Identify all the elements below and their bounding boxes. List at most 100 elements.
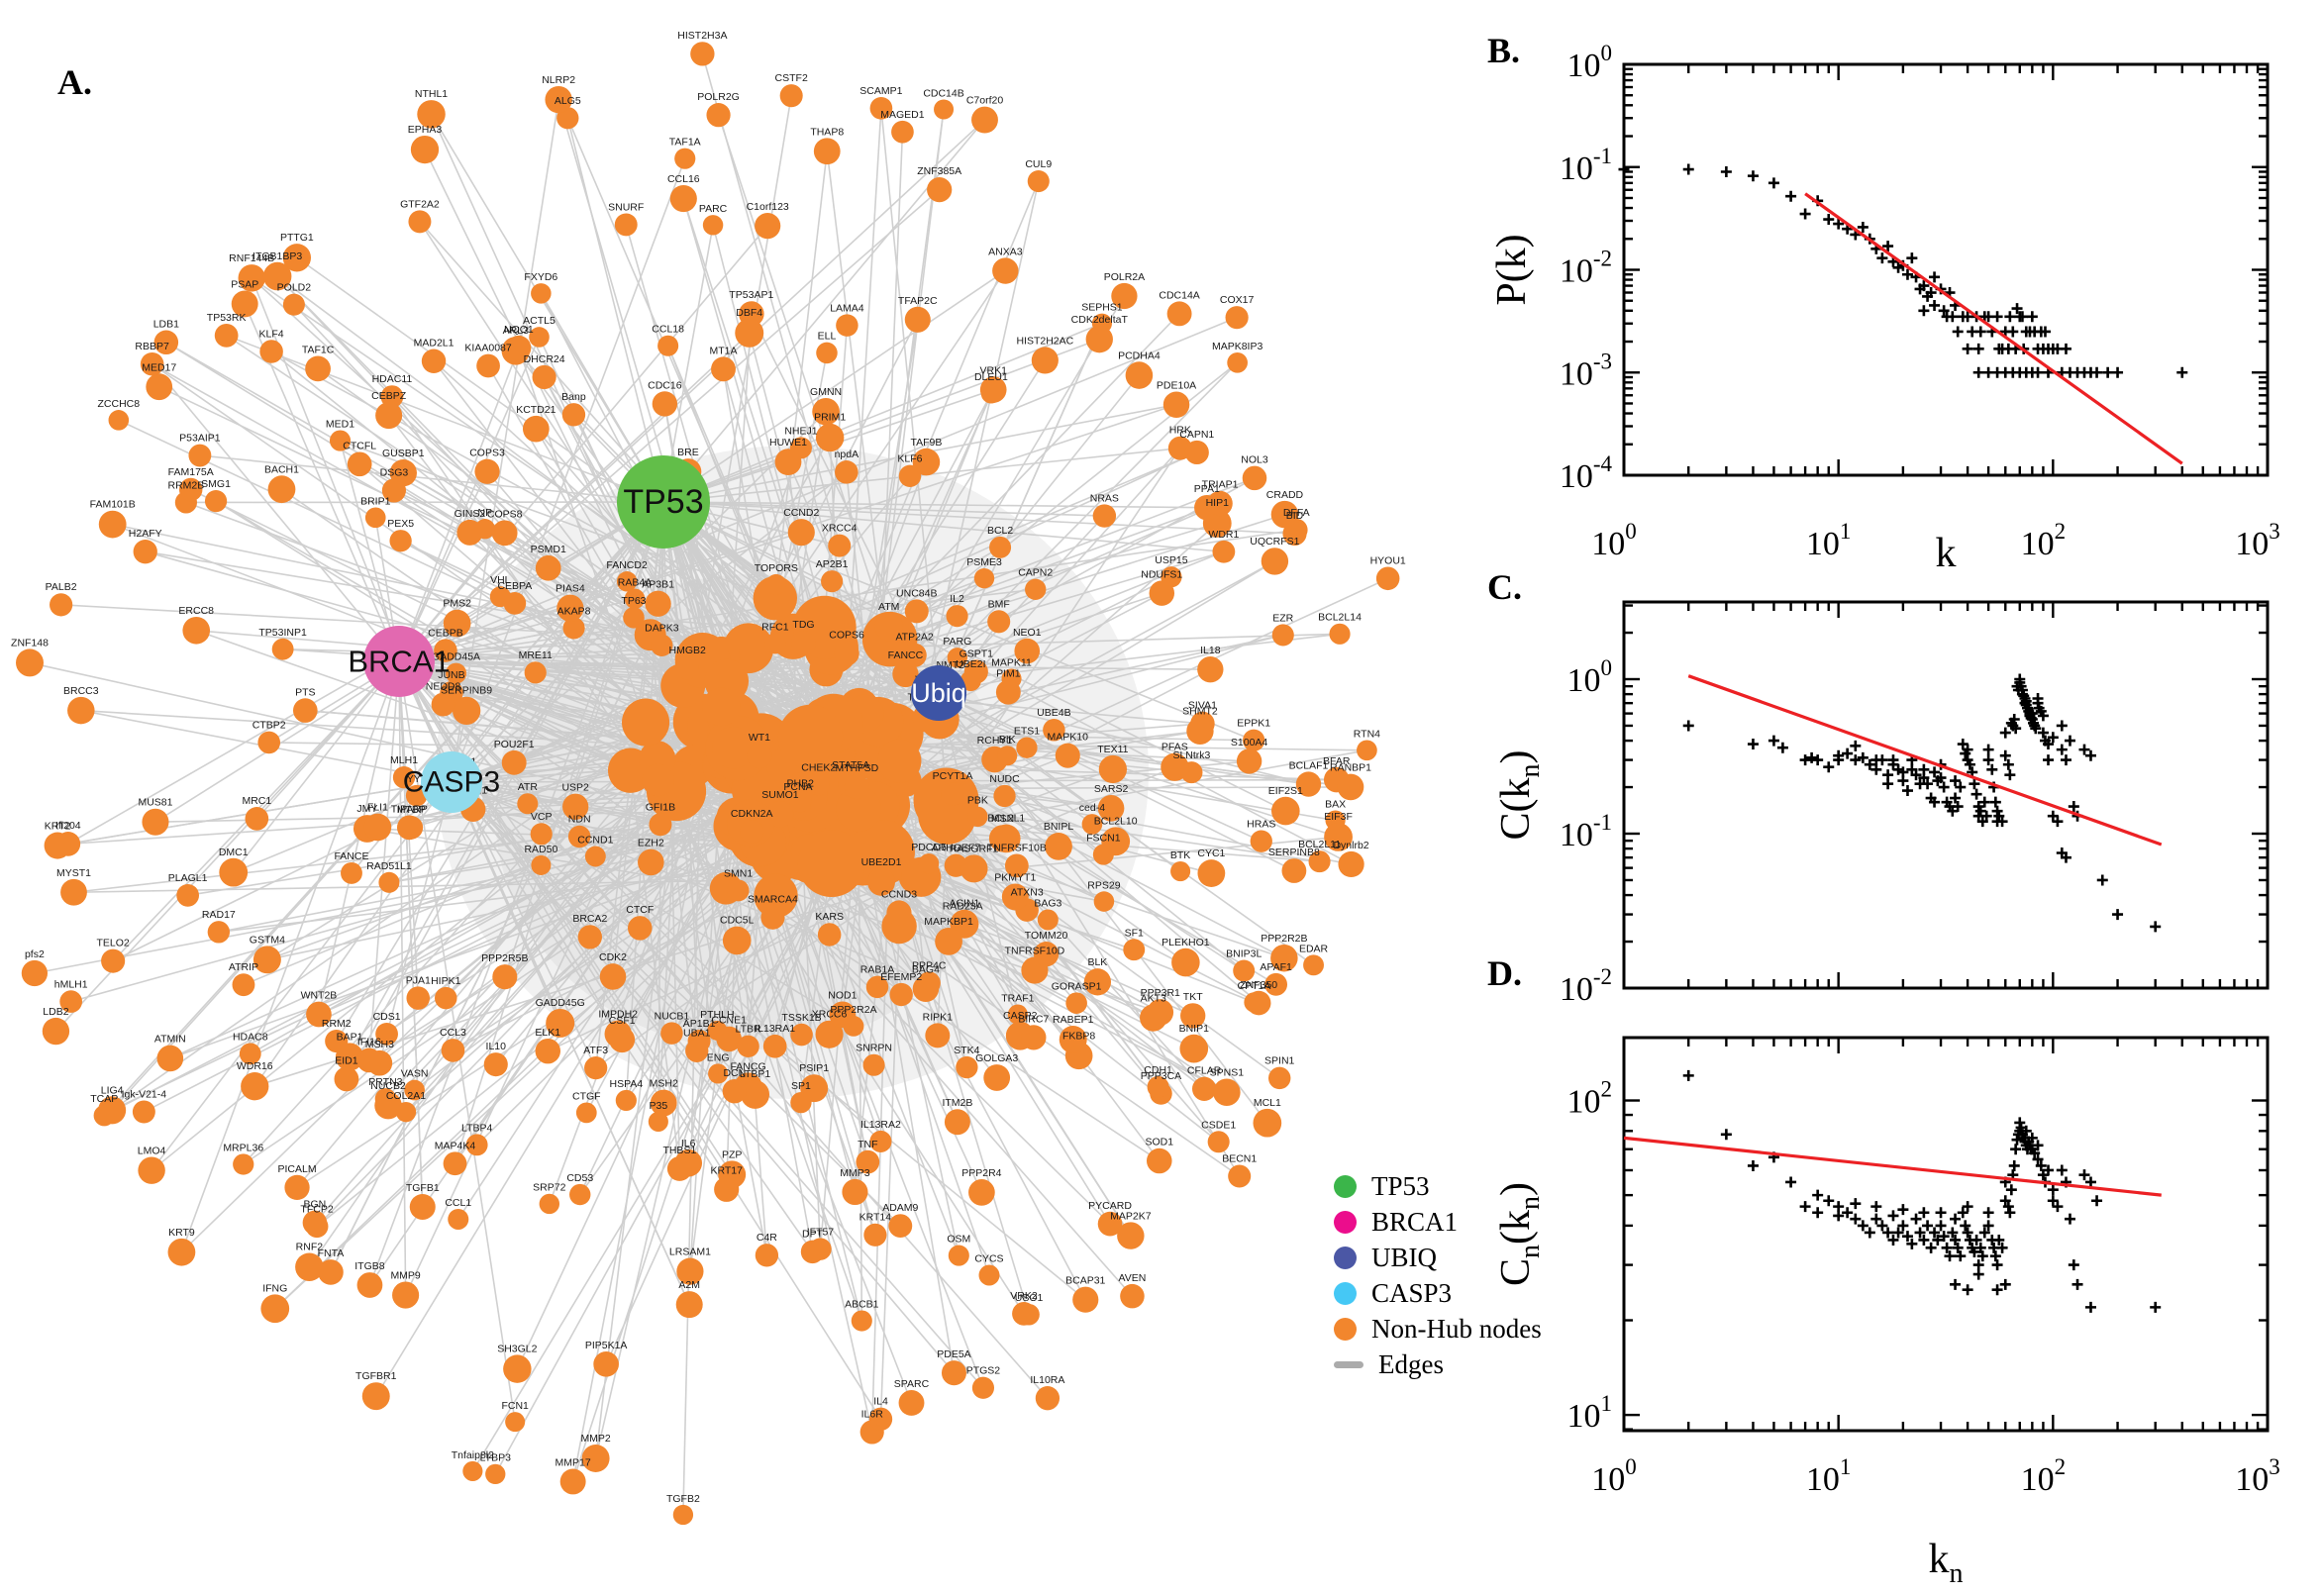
gene-label: HIPK1 [431,975,461,987]
gene-label: UNC84B [896,587,937,599]
gene-label: CDC14B [923,88,963,100]
network-node [1212,540,1236,563]
gene-label: GADD45G [536,997,585,1009]
network-node [912,448,941,476]
gene-label: ARL3 [503,325,529,337]
gene-label: GFI1B [646,801,675,813]
network-node [599,963,627,990]
network-node [967,806,988,828]
gene-label: PPP2R5B [481,952,528,964]
gene-label: AP3B1 [642,579,674,591]
gene-label: DFFA [1283,507,1310,519]
gene-label: PZP [722,1148,742,1160]
network-node [869,1130,892,1153]
network-node [1149,580,1175,606]
gene-label: TFAP2C [898,295,938,307]
gene-label: MUS81 [138,797,172,809]
gene-label: PSMD1 [531,544,566,555]
network-node [971,1376,995,1399]
network-node [615,1089,637,1112]
axis-ticks [1622,602,2270,990]
network-node [404,1079,425,1101]
network-node [944,1109,970,1136]
network-node [532,364,556,390]
gene-label: TP53RK [207,312,247,324]
gene-label: CDK2deltaT [1071,314,1129,326]
gene-label: PDE10A [1157,379,1196,391]
gene-label: IL10 [486,1041,507,1052]
gene-label: TELO2 [97,938,130,949]
gene-label: BCAP31 [1065,1275,1105,1287]
network-node [1246,990,1271,1016]
gene-label: JUNB [438,669,464,681]
gene-label: HDAC11 [372,373,413,385]
network-node [1059,1026,1087,1054]
gene-label: CAPN2 [1018,567,1053,579]
gene-label: ACTL5 [523,315,556,327]
gene-label: KIAA0087 [464,343,511,354]
gene-label: EZR [1272,612,1293,624]
network-node [284,1174,310,1201]
gene-label: KRT14 [859,1212,892,1224]
network-node [44,832,71,859]
gene-label: MRC1 [242,795,271,807]
gene-label: CYCS [974,1253,1003,1265]
gene-label: VHL [490,574,511,586]
gene-label: ABCB1 [845,1298,879,1310]
gene-label: EIF2S1 [1268,785,1303,797]
gene-label: XRCC6 [812,1009,848,1021]
gene-label: RRM2 [322,1018,352,1030]
network-node [1267,1066,1291,1090]
gene-label: DAPK3 [645,623,679,635]
gene-label: BCL2L11 [1298,839,1341,850]
gene-label: TP53AP1 [729,289,773,301]
gene-label: KLF6 [897,453,922,465]
gene-label: LAMA4 [830,302,864,314]
network-node [1037,909,1059,931]
tick-label: 102 [2021,519,2067,562]
network-node [918,852,940,874]
gene-label: CDC14A [1159,289,1199,301]
gene-label: BNIP3L [1226,948,1262,960]
network-node [392,765,416,789]
network-node [1253,1108,1282,1138]
gene-label: PHB2 [787,778,815,790]
network-node [774,449,802,476]
neighborhood-connectivity-chart: 100 101 102 103 102 101 kn Cn(kn) [1493,1036,2280,1589]
gene-label: TEX11 [1097,744,1128,755]
network-node [660,1022,683,1045]
network-node [614,213,638,237]
gene-label: PICALM [277,1163,316,1175]
gene-label: IL10RA [1030,1374,1064,1386]
gene-label: HIST2H2AC [1016,335,1073,347]
network-node [167,1238,196,1266]
network-node [856,1149,880,1174]
network-node [927,177,953,203]
gene-label: BCL2 [987,525,1013,537]
network-node [741,1079,770,1109]
network-node [356,1272,383,1298]
network-node [356,1047,382,1073]
gene-label: SF1 [1125,927,1144,939]
network-node [829,1001,857,1029]
network-node [765,573,787,595]
gene-label: TOPORS [755,562,798,574]
network-node [1083,968,1112,996]
network-node [675,655,699,680]
gene-label: EFEMP2 [880,971,922,983]
network-node [531,854,552,875]
gene-label: ITM2B [942,1097,972,1109]
network-node [813,138,841,165]
network-node [561,403,586,427]
gene-label: RAD17 [202,909,236,921]
gene-label: RAB1A [860,964,894,976]
network-node [1093,891,1115,912]
gene-label: MSH2 [650,1078,678,1090]
network-node-labels: ARL3 Banp TAF9B npdA ALG5 TP53AP1 RNF144B C1orf… [11,30,1406,1505]
gene-label: PTHLH [700,1009,734,1021]
gene-label: ELK1 [535,1027,560,1039]
plot-frame [1622,1036,2270,1433]
gene-label: SPIN1 [1264,1055,1295,1067]
network-node [1014,638,1041,664]
network-node [902,643,927,667]
